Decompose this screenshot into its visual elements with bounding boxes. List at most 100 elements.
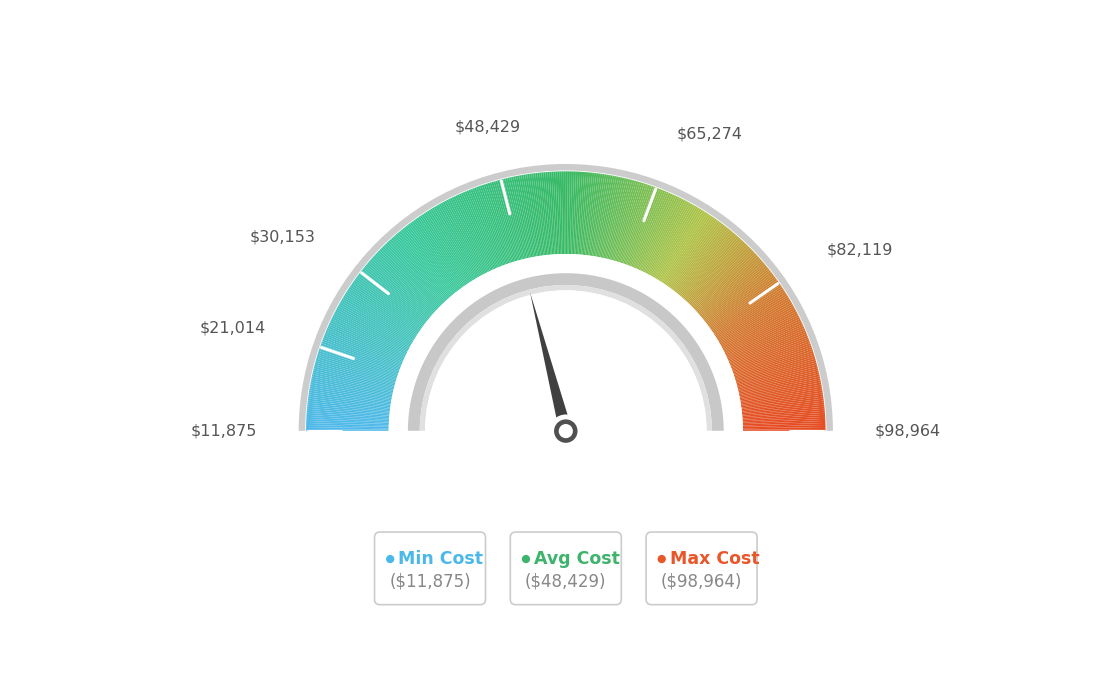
Wedge shape xyxy=(316,361,395,384)
Wedge shape xyxy=(299,164,832,431)
Wedge shape xyxy=(581,172,591,255)
Wedge shape xyxy=(365,264,431,318)
Polygon shape xyxy=(530,293,572,433)
Wedge shape xyxy=(491,181,517,262)
Wedge shape xyxy=(425,212,471,282)
Wedge shape xyxy=(710,280,778,329)
Wedge shape xyxy=(673,225,725,291)
Wedge shape xyxy=(699,259,762,315)
Wedge shape xyxy=(362,268,427,322)
Wedge shape xyxy=(327,328,403,362)
Wedge shape xyxy=(454,196,490,271)
Wedge shape xyxy=(489,182,516,262)
Wedge shape xyxy=(311,378,392,397)
Wedge shape xyxy=(538,172,548,255)
Wedge shape xyxy=(684,239,742,301)
Wedge shape xyxy=(391,237,447,300)
Wedge shape xyxy=(306,421,389,426)
Wedge shape xyxy=(731,337,809,368)
Wedge shape xyxy=(726,320,802,357)
Wedge shape xyxy=(309,388,391,404)
Wedge shape xyxy=(311,375,393,394)
Wedge shape xyxy=(548,172,554,255)
Wedge shape xyxy=(354,279,423,328)
Text: Min Cost: Min Cost xyxy=(399,550,484,568)
Wedge shape xyxy=(425,290,707,431)
Wedge shape xyxy=(743,417,826,423)
Wedge shape xyxy=(590,174,603,256)
Wedge shape xyxy=(603,177,623,258)
Wedge shape xyxy=(486,184,512,263)
Wedge shape xyxy=(474,188,505,266)
Wedge shape xyxy=(509,177,529,258)
Wedge shape xyxy=(609,179,633,260)
Wedge shape xyxy=(331,319,406,355)
Wedge shape xyxy=(381,248,440,307)
Wedge shape xyxy=(363,267,428,320)
Wedge shape xyxy=(339,302,412,344)
Wedge shape xyxy=(497,180,520,260)
Wedge shape xyxy=(719,299,790,342)
Wedge shape xyxy=(468,190,500,267)
Wedge shape xyxy=(615,181,640,262)
Wedge shape xyxy=(448,199,487,273)
Text: $21,014: $21,014 xyxy=(200,321,266,336)
Wedge shape xyxy=(688,243,746,304)
Wedge shape xyxy=(700,262,765,317)
Wedge shape xyxy=(715,292,786,337)
Wedge shape xyxy=(459,193,495,270)
Wedge shape xyxy=(529,174,542,256)
Wedge shape xyxy=(439,204,480,277)
Wedge shape xyxy=(513,177,531,257)
Wedge shape xyxy=(317,357,396,382)
Text: Max Cost: Max Cost xyxy=(670,550,760,568)
Wedge shape xyxy=(662,213,709,283)
Wedge shape xyxy=(585,173,596,255)
Wedge shape xyxy=(361,270,427,322)
Wedge shape xyxy=(348,288,417,335)
Wedge shape xyxy=(364,266,429,319)
Wedge shape xyxy=(733,345,811,374)
Wedge shape xyxy=(466,190,499,268)
Wedge shape xyxy=(397,233,452,297)
Wedge shape xyxy=(626,187,656,265)
Wedge shape xyxy=(743,427,826,430)
Wedge shape xyxy=(646,199,686,274)
Wedge shape xyxy=(517,175,534,257)
Wedge shape xyxy=(629,189,661,266)
Wedge shape xyxy=(597,175,615,257)
Wedge shape xyxy=(343,295,415,339)
Wedge shape xyxy=(346,292,416,337)
Wedge shape xyxy=(731,335,808,367)
Wedge shape xyxy=(553,172,559,254)
Wedge shape xyxy=(493,181,518,261)
Wedge shape xyxy=(319,349,397,376)
Wedge shape xyxy=(399,231,453,295)
Wedge shape xyxy=(426,210,473,282)
Wedge shape xyxy=(564,171,565,254)
Wedge shape xyxy=(678,230,731,295)
Wedge shape xyxy=(575,172,582,255)
Wedge shape xyxy=(308,397,391,409)
Wedge shape xyxy=(684,237,741,300)
Wedge shape xyxy=(740,378,820,397)
Wedge shape xyxy=(478,186,507,264)
Wedge shape xyxy=(560,171,563,254)
Wedge shape xyxy=(734,351,814,377)
Wedge shape xyxy=(707,273,774,325)
Wedge shape xyxy=(488,183,513,262)
Wedge shape xyxy=(705,272,773,324)
Wedge shape xyxy=(307,408,390,417)
Wedge shape xyxy=(741,391,822,405)
Wedge shape xyxy=(385,243,444,304)
Wedge shape xyxy=(359,272,426,324)
Wedge shape xyxy=(601,177,618,257)
Wedge shape xyxy=(736,362,817,386)
Wedge shape xyxy=(420,285,712,431)
Wedge shape xyxy=(306,429,389,431)
Wedge shape xyxy=(664,214,710,284)
Wedge shape xyxy=(455,195,491,271)
Wedge shape xyxy=(734,353,814,379)
Wedge shape xyxy=(743,425,826,428)
Wedge shape xyxy=(623,186,651,264)
